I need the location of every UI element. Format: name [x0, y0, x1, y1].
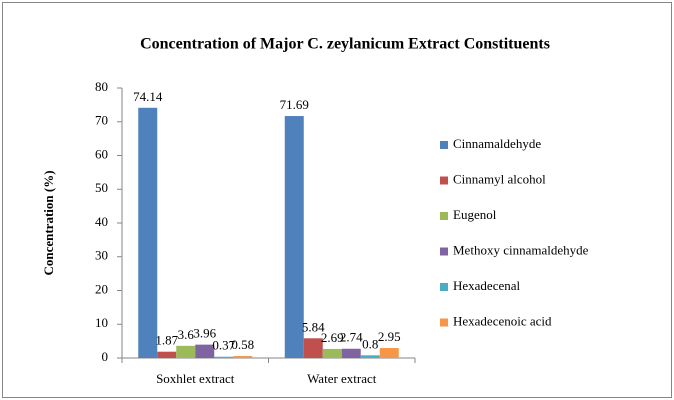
y-axis-label: Concentration (%) — [41, 170, 56, 275]
x-tick-label: Soxhlet extract — [156, 371, 235, 386]
value-label: 2.74 — [340, 330, 363, 345]
y-tick-label: 60 — [95, 146, 108, 161]
value-label: 0.58 — [231, 337, 254, 352]
value-label: 1.87 — [155, 333, 178, 348]
value-label: 0.8 — [362, 336, 378, 351]
bar — [284, 116, 304, 358]
y-tick-label: 10 — [95, 315, 108, 330]
legend-label: Hexadecenoic acid — [453, 313, 552, 328]
bar — [341, 348, 361, 358]
y-tick-label: 50 — [95, 180, 108, 195]
bar — [379, 348, 399, 358]
y-tick-label: 70 — [95, 113, 108, 128]
bar — [322, 348, 342, 358]
legend-swatch — [440, 283, 448, 291]
y-tick-label: 40 — [95, 214, 108, 229]
legend-label: Cinnamyl alcohol — [453, 171, 546, 186]
y-tick-label: 20 — [95, 281, 108, 296]
y-tick-label: 80 — [95, 79, 108, 94]
value-label: 74.14 — [133, 89, 163, 104]
legend-label: Eugenol — [453, 207, 497, 222]
legend-label: Cinnamaldehyde — [453, 136, 541, 151]
value-label: 3.6 — [178, 327, 195, 342]
value-label: 3.96 — [193, 326, 216, 341]
value-label: 71.69 — [280, 97, 309, 112]
bar — [360, 355, 380, 358]
legend-swatch — [440, 318, 448, 327]
legend-label: Hexadecenal — [453, 278, 521, 293]
chart-title: Concentration of Major C. zeylanicum Ext… — [140, 36, 550, 53]
value-label: 2.95 — [378, 329, 401, 344]
legend-swatch — [440, 176, 448, 185]
legend-label: Methoxy cinnamaldehyde — [453, 242, 589, 257]
legend-swatch — [440, 141, 448, 149]
legend-swatch — [440, 247, 448, 256]
value-label: 0.37 — [212, 338, 235, 353]
bar — [176, 345, 196, 358]
value-label: 5.84 — [302, 319, 325, 334]
bar — [195, 344, 215, 358]
bar — [157, 351, 177, 358]
value-label: 2.69 — [321, 330, 344, 345]
y-tick-label: 30 — [95, 248, 108, 263]
y-tick-label: 0 — [102, 349, 109, 364]
bar — [138, 107, 158, 358]
x-tick-label: Water extract — [307, 371, 377, 386]
bar — [233, 356, 253, 358]
bar — [303, 338, 323, 358]
legend-swatch — [440, 212, 448, 220]
bar — [214, 356, 234, 358]
